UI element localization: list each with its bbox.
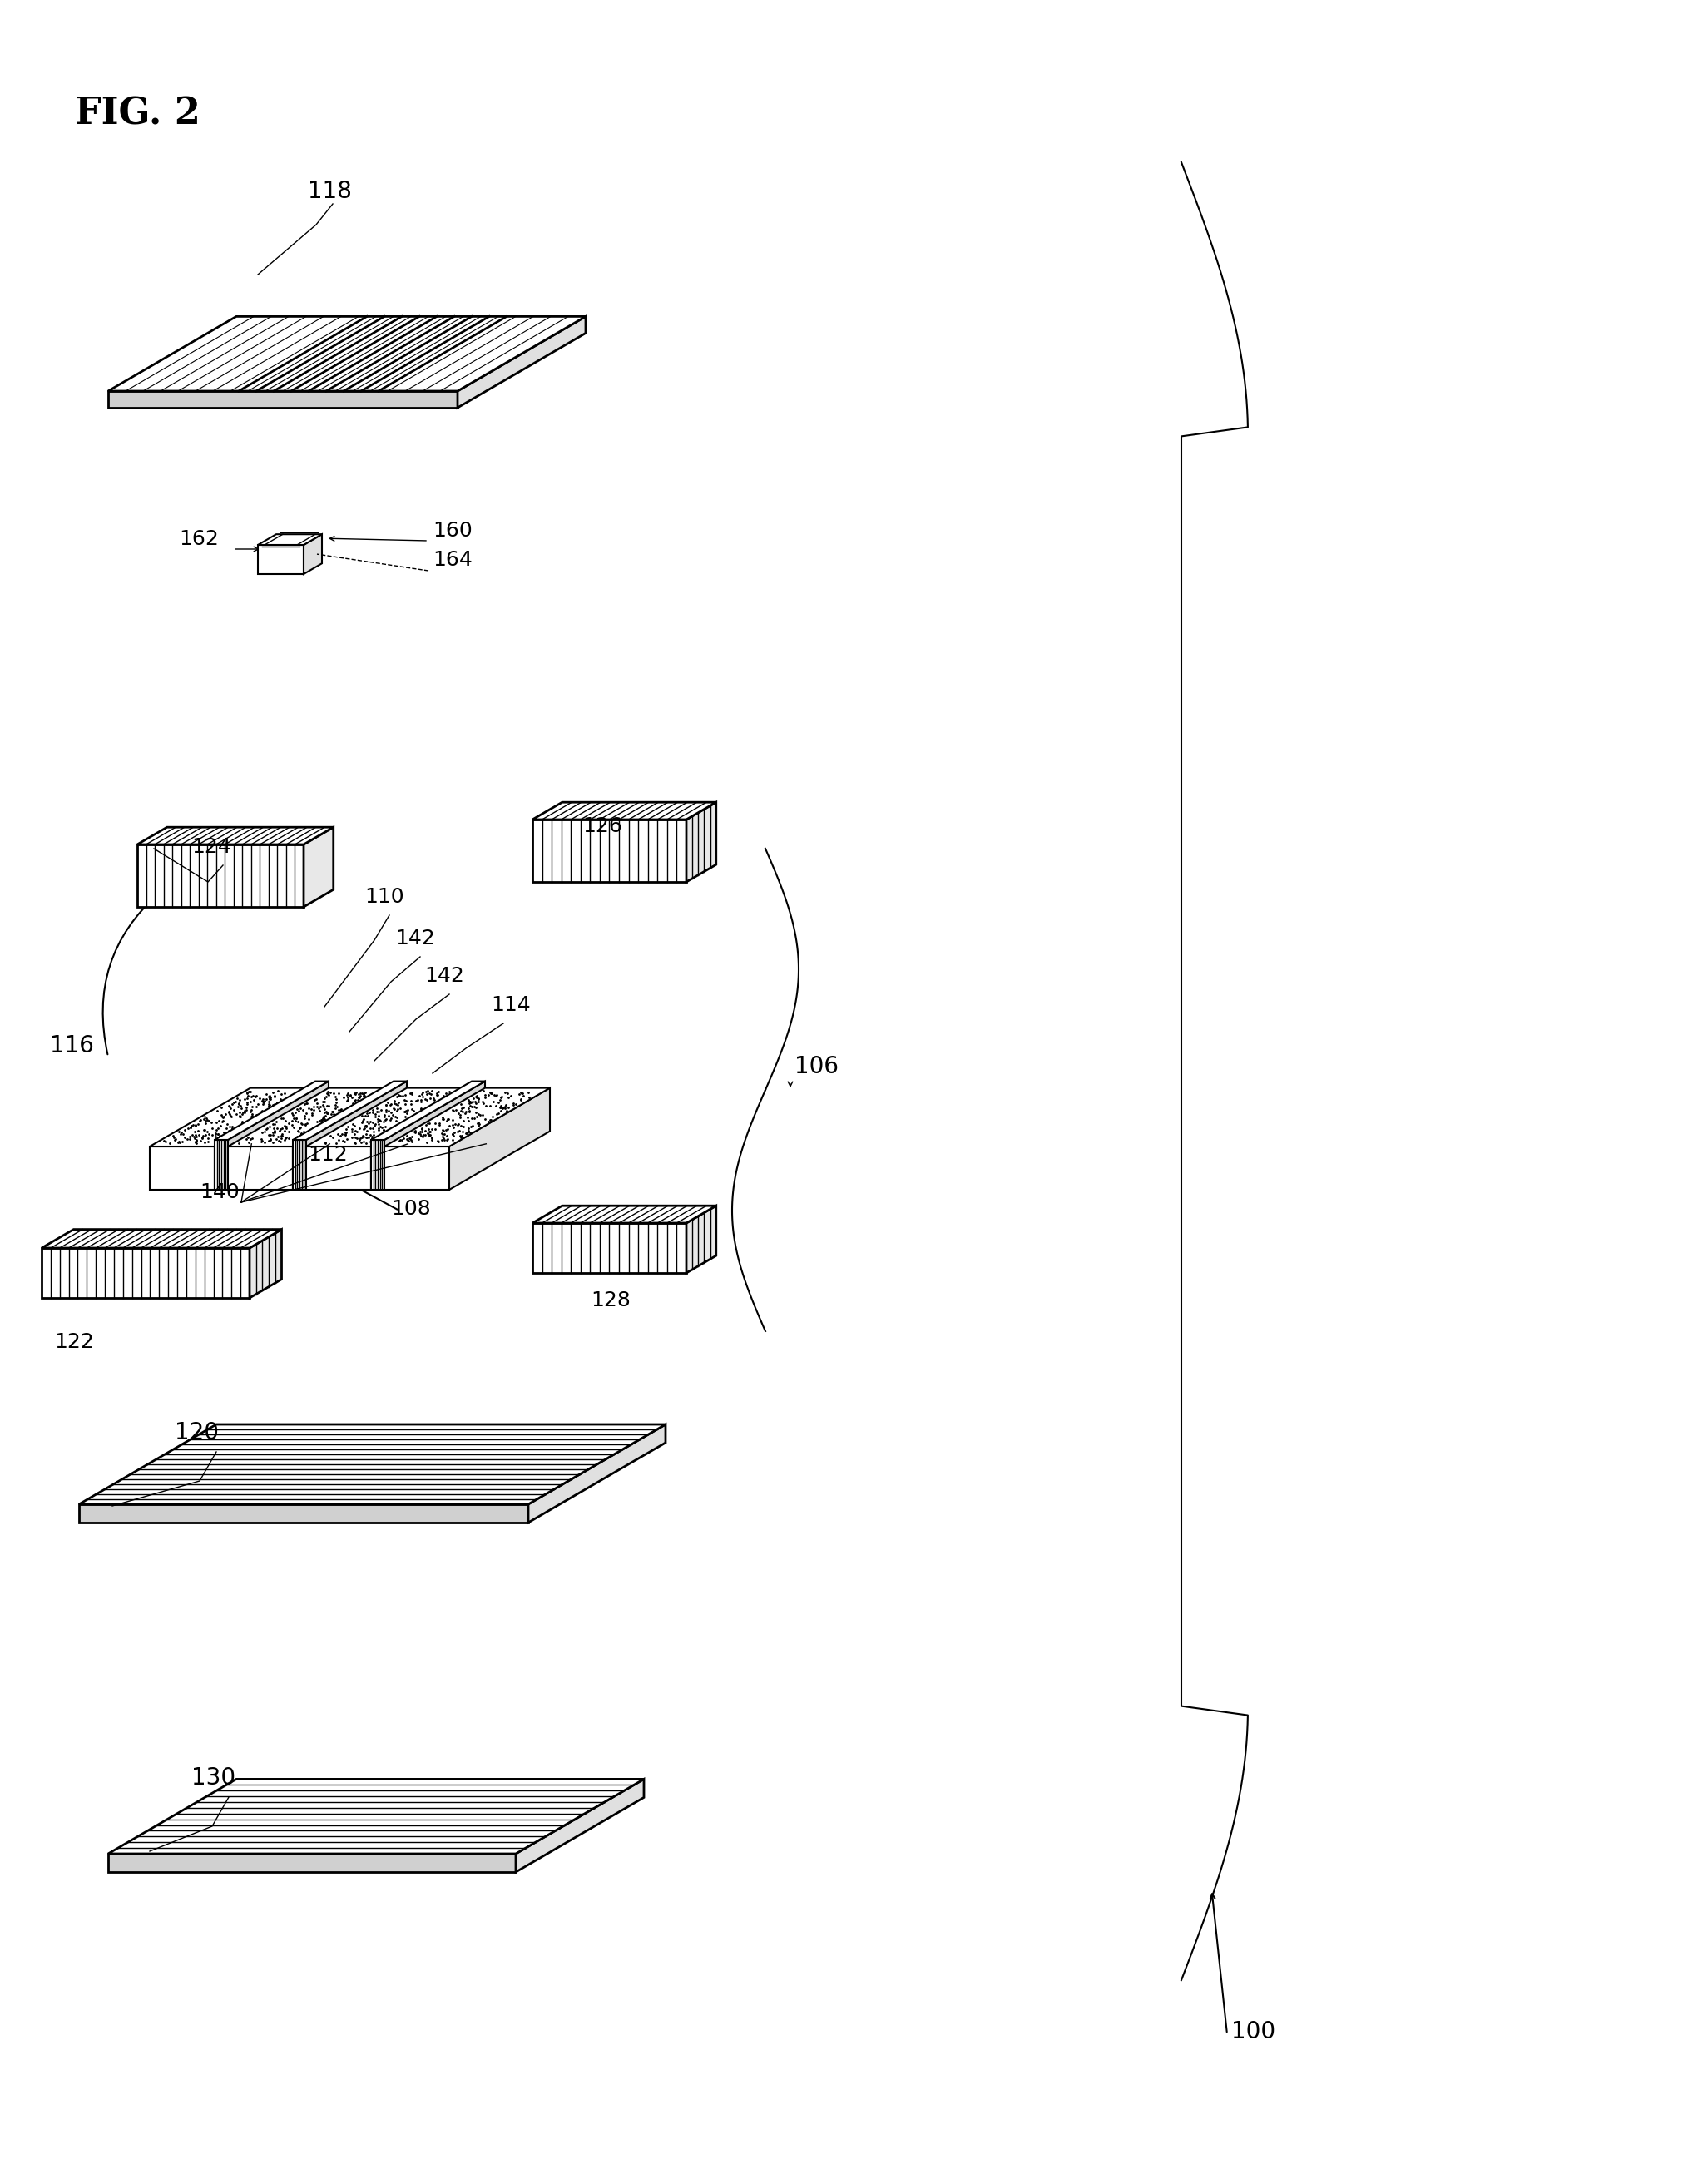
Polygon shape (384, 1147, 449, 1190)
Polygon shape (108, 1780, 645, 1854)
Polygon shape (458, 317, 586, 408)
Polygon shape (42, 1247, 249, 1297)
Polygon shape (449, 1088, 550, 1190)
Text: 128: 128 (591, 1291, 631, 1310)
Polygon shape (293, 1140, 306, 1190)
Polygon shape (215, 1081, 328, 1140)
Text: 124: 124 (192, 836, 231, 856)
Polygon shape (687, 802, 715, 882)
Text: 100: 100 (1232, 2020, 1276, 2044)
Polygon shape (257, 546, 303, 574)
Text: FIG. 2: FIG. 2 (74, 96, 200, 131)
Polygon shape (532, 1206, 715, 1223)
Text: 164: 164 (433, 550, 473, 570)
Polygon shape (227, 1147, 293, 1190)
Polygon shape (303, 828, 333, 906)
Polygon shape (150, 1088, 315, 1147)
Polygon shape (108, 391, 458, 408)
Polygon shape (108, 1854, 515, 1872)
Polygon shape (306, 1147, 370, 1190)
Polygon shape (306, 1081, 407, 1190)
Text: 106: 106 (794, 1055, 838, 1079)
Polygon shape (370, 1081, 485, 1140)
Polygon shape (384, 1088, 550, 1147)
Text: 142: 142 (396, 928, 434, 948)
Text: 114: 114 (491, 996, 530, 1016)
Polygon shape (384, 1081, 485, 1190)
Text: 118: 118 (308, 179, 352, 203)
Polygon shape (532, 802, 715, 819)
Text: 140: 140 (200, 1182, 239, 1201)
Polygon shape (227, 1088, 394, 1147)
Text: 112: 112 (308, 1144, 348, 1164)
Polygon shape (138, 845, 303, 906)
Text: 116: 116 (50, 1035, 94, 1057)
Text: 108: 108 (390, 1199, 431, 1219)
Polygon shape (293, 1081, 407, 1140)
Text: 160: 160 (433, 520, 473, 542)
Polygon shape (306, 1088, 471, 1147)
Polygon shape (215, 1140, 227, 1190)
Polygon shape (532, 1223, 687, 1273)
Polygon shape (249, 1230, 281, 1297)
Polygon shape (687, 1206, 715, 1273)
Text: 142: 142 (424, 965, 465, 985)
Polygon shape (528, 1424, 665, 1522)
Polygon shape (79, 1505, 528, 1522)
Polygon shape (150, 1147, 215, 1190)
Polygon shape (79, 1424, 665, 1505)
Text: 126: 126 (582, 817, 623, 836)
Polygon shape (303, 535, 321, 574)
Text: 162: 162 (178, 529, 219, 548)
Polygon shape (257, 535, 321, 546)
Polygon shape (108, 317, 586, 391)
Polygon shape (227, 1081, 328, 1190)
Polygon shape (515, 1780, 645, 1872)
Polygon shape (370, 1140, 384, 1190)
Polygon shape (293, 1088, 394, 1190)
Text: 120: 120 (175, 1422, 219, 1444)
Text: 122: 122 (54, 1332, 94, 1352)
Text: 130: 130 (192, 1767, 236, 1789)
Polygon shape (532, 819, 687, 882)
Polygon shape (370, 1088, 471, 1190)
Polygon shape (215, 1088, 315, 1190)
Polygon shape (138, 828, 333, 845)
Polygon shape (42, 1230, 281, 1247)
Text: 110: 110 (365, 887, 404, 906)
